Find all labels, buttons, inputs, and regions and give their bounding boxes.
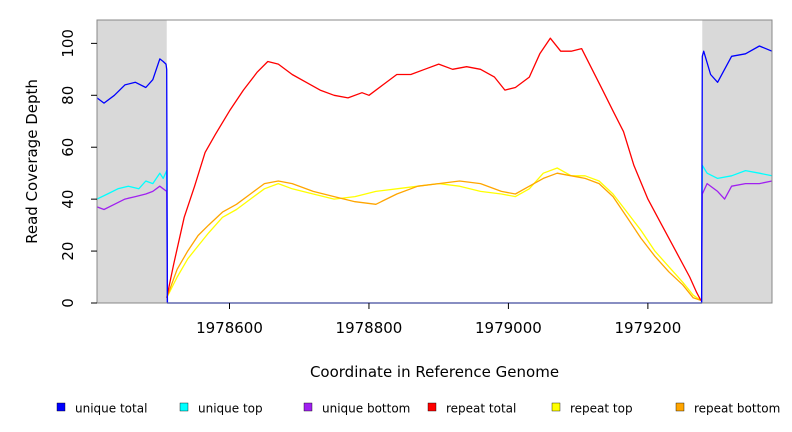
- legend-label-unique-bottom: unique bottom: [322, 402, 410, 416]
- legend: unique total unique top unique bottom repea…: [56, 402, 780, 416]
- series-line-repeat-top: [166, 167, 702, 301]
- y-tick-label: 100: [59, 29, 77, 58]
- y-axis-label: Read Coverage Depth: [23, 79, 41, 244]
- legend-label-repeat-bottom: repeat bottom: [694, 402, 780, 416]
- series-lines: [96, 37, 773, 304]
- legend-swatch-repeat-top: [551, 402, 561, 412]
- legend-swatch-repeat-bottom: [675, 402, 685, 412]
- axes: 1978600 1978800 1979000 1979200 0 20 40 60 80 100: [59, 29, 681, 337]
- legend-swatch-repeat-total: [427, 402, 437, 412]
- y-tick-label: 60: [59, 138, 77, 157]
- series-line-unique-total: [96, 45, 773, 304]
- legend-swatch-unique-bottom: [303, 402, 313, 412]
- x-tick-label: 1979000: [475, 319, 542, 337]
- x-tick-label: 1978800: [336, 319, 403, 337]
- legend-label-unique-total: unique total: [75, 402, 147, 416]
- y-tick-label: 0: [59, 298, 77, 308]
- x-axis-label: Coordinate in Reference Genome: [310, 363, 559, 381]
- series-line-repeat-total: [166, 37, 702, 301]
- plot-frame: [96, 19, 773, 304]
- legend-label-repeat-top: repeat top: [570, 402, 633, 416]
- shaded-regions: [97, 20, 772, 303]
- x-tick-label: 1978600: [196, 319, 263, 337]
- x-tick-label: 1979200: [614, 319, 681, 337]
- y-tick-label: 80: [59, 86, 77, 105]
- legend-swatch-unique-top: [179, 402, 189, 412]
- shaded-region-1: [702, 20, 772, 303]
- shaded-region-0: [97, 20, 167, 303]
- legend-label-repeat-total: repeat total: [446, 402, 516, 416]
- y-tick-label: 20: [59, 242, 77, 261]
- series-line-repeat-bottom: [166, 172, 702, 302]
- legend-swatch-unique-total: [56, 402, 66, 412]
- y-tick-label: 40: [59, 190, 77, 209]
- legend-label-unique-top: unique top: [198, 402, 263, 416]
